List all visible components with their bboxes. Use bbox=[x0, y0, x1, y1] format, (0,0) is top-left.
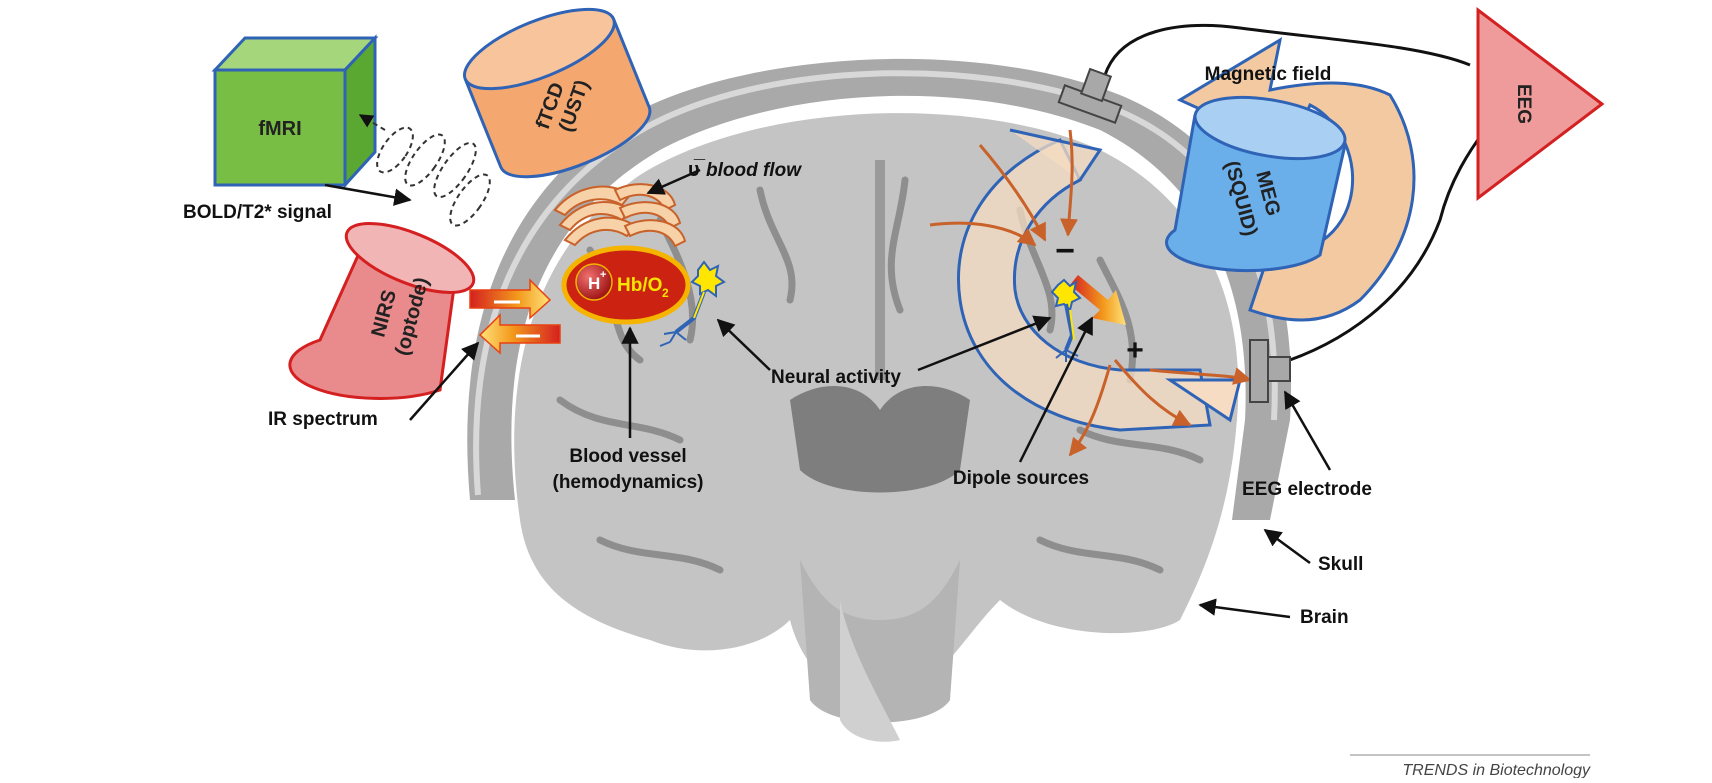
ftcd-cylinder bbox=[462, 7, 652, 179]
dipole-sources-arrow bbox=[1018, 316, 1094, 463]
bold-signal-arrow bbox=[324, 183, 412, 206]
dipole-sources-label: Dipole sources bbox=[953, 468, 1089, 489]
brain-label: Brain bbox=[1300, 607, 1349, 628]
ir-spectrum-label: IR spectrum bbox=[268, 409, 378, 430]
eeg-wires bbox=[1103, 24, 1487, 367]
magnetic-field-label: Magnetic field bbox=[1205, 64, 1332, 85]
credit-label: TRENDS in Biotechnology bbox=[1402, 762, 1591, 778]
skull-label: Skull bbox=[1318, 554, 1363, 575]
blood-flow-label: blood flow bbox=[706, 160, 802, 181]
fmri-signal-coils bbox=[358, 114, 491, 227]
neural-activity-arrow-right bbox=[917, 315, 1052, 372]
dipole-plus: + bbox=[1126, 334, 1144, 367]
h-plus-label: H bbox=[588, 274, 600, 293]
magnetic-field-loop bbox=[957, 128, 1242, 432]
eeg-electrode-label: EEG electrode bbox=[1242, 479, 1372, 500]
neural-activity-label: Neural activity bbox=[771, 367, 901, 388]
ir-light-arrows bbox=[469, 278, 561, 355]
hb-label: Hb/O bbox=[617, 275, 662, 296]
eeg-electrode-right bbox=[1249, 339, 1291, 403]
blood-vessel-label: Blood vessel bbox=[569, 446, 686, 467]
brain-arrow bbox=[1198, 598, 1291, 619]
dipole-arrow bbox=[1070, 275, 1126, 325]
meg-cylinder bbox=[1165, 95, 1347, 273]
fmri-cube: fMRI bbox=[211, 34, 379, 189]
nirs-cylinder bbox=[288, 222, 476, 400]
h-plus-sup: + bbox=[600, 269, 606, 281]
ir-spectrum-arrow bbox=[409, 341, 480, 421]
blood-vessel-sub-label: (hemodynamics) bbox=[553, 472, 704, 493]
brain bbox=[514, 113, 1239, 742]
dipole-minus: − bbox=[1055, 232, 1075, 270]
hb-subscript: 2 bbox=[662, 286, 669, 300]
neuron-right bbox=[1050, 278, 1082, 362]
current-arrows bbox=[929, 129, 1252, 457]
eeg-electrode-arrow bbox=[1283, 390, 1332, 471]
eeg-electrode-top bbox=[1057, 67, 1123, 124]
fmri-label: fMRI bbox=[258, 118, 301, 140]
eeg-amplifier: EEG bbox=[1476, 6, 1605, 202]
blood-flow-arrow bbox=[646, 168, 701, 195]
eeg-label: EEG bbox=[1513, 84, 1534, 124]
neural-activity-arrow-left bbox=[716, 318, 771, 371]
bold-signal-label: BOLD/T2* signal bbox=[183, 202, 332, 223]
blood-vessel: H + Hb/O 2 bbox=[561, 245, 691, 325]
skull-arrow bbox=[1263, 528, 1311, 565]
neuron-left bbox=[659, 260, 726, 347]
